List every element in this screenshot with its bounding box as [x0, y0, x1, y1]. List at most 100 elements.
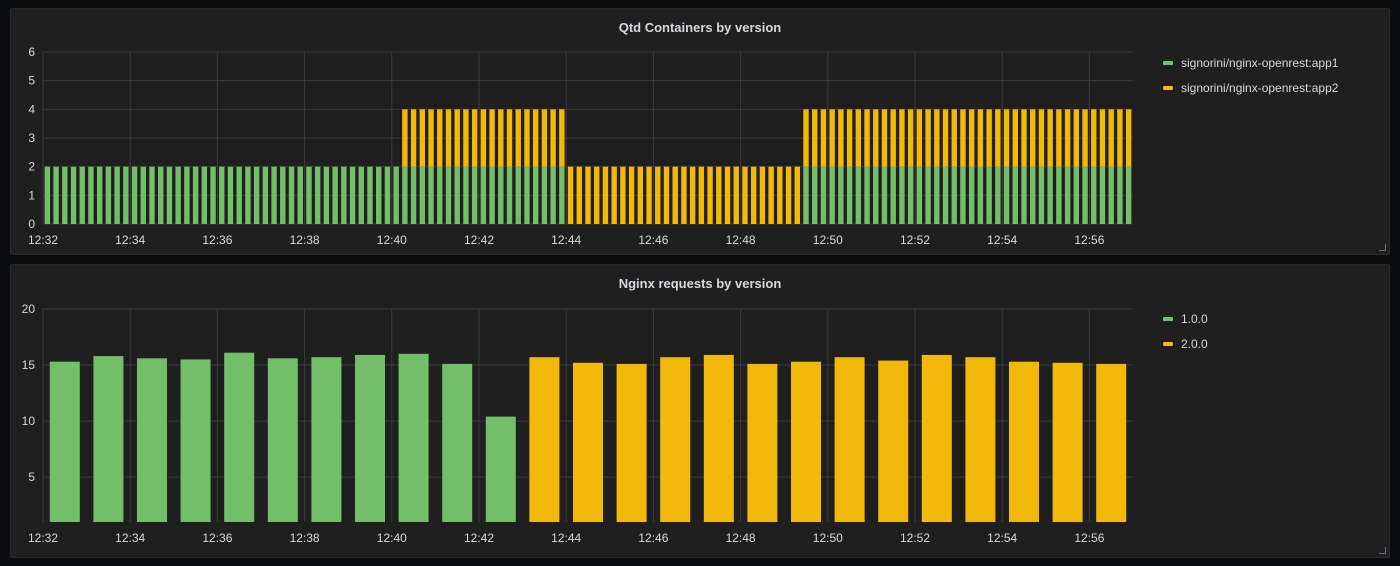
bar-app1 [227, 166, 234, 224]
bar-app1 [149, 166, 155, 224]
bar-app2 [951, 109, 957, 167]
bar-app2 [437, 109, 443, 167]
panel-title[interactable]: Nginx requests by version [618, 276, 782, 291]
bar-app1 [262, 166, 269, 224]
x-tick-label: 12:42 [464, 531, 494, 545]
bar-app2 [873, 109, 879, 167]
bar-app1 [1082, 166, 1088, 224]
bar-app2 [471, 109, 478, 167]
bar-app1 [829, 166, 835, 224]
bar-app2 [532, 109, 539, 167]
bar-app1 [166, 166, 173, 224]
bar-1.0.0 [180, 359, 211, 522]
bar-app2 [995, 109, 1001, 167]
bar-app1 [1038, 166, 1045, 224]
bar-2.0.0 [573, 362, 603, 522]
bar-app1 [812, 166, 818, 224]
bar-app1 [1021, 166, 1027, 224]
bar-app2 [1056, 109, 1062, 167]
bar-app1 [79, 166, 85, 224]
legend-item-v2[interactable]: 2.0.0 [1163, 336, 1208, 352]
bar-app2 [576, 166, 582, 224]
bar-app2 [1012, 109, 1018, 167]
bar-app2 [602, 166, 609, 224]
x-tick-label: 12:34 [115, 531, 145, 545]
bar-app1 [70, 166, 77, 224]
x-tick-label: 12:40 [377, 531, 407, 545]
bar-app1 [803, 166, 809, 224]
bar-app1 [192, 166, 199, 224]
bar-app1 [532, 166, 539, 224]
resize-handle-icon[interactable] [1379, 547, 1386, 554]
bar-app1 [524, 166, 530, 224]
legend-item-app2[interactable]: signorini/nginx-openrest:app2 [1163, 80, 1338, 96]
bar-app2 [768, 166, 774, 224]
bar-2.0.0 [529, 357, 560, 522]
bar-app1 [506, 166, 513, 224]
legend-label: signorini/nginx-openrest:app2 [1181, 81, 1339, 95]
bar-app1 [358, 166, 364, 224]
x-tick-label: 12:32 [28, 531, 58, 545]
bar-app2 [1003, 109, 1010, 167]
y-tick-label: 15 [22, 358, 36, 372]
bar-app2 [934, 109, 940, 167]
x-tick-label: 12:52 [900, 531, 930, 545]
x-tick-label: 12:44 [551, 531, 581, 545]
bar-app1 [960, 166, 966, 224]
bar-app2 [655, 166, 661, 224]
bar-app2 [628, 166, 635, 224]
series-color-swatch [1163, 61, 1173, 65]
bar-app2 [820, 109, 827, 167]
bar-app2 [1038, 109, 1045, 167]
bar-app1 [384, 166, 391, 224]
bar-1.0.0 [442, 363, 473, 522]
bar-app2 [1064, 109, 1071, 167]
bar-app1 [428, 166, 434, 224]
x-tick-label: 12:38 [290, 531, 320, 545]
bar-app2 [498, 109, 504, 167]
bar-app1 [890, 166, 896, 224]
bar-app1 [838, 166, 844, 224]
bar-app2 [855, 109, 862, 167]
bar-2.0.0 [921, 354, 952, 522]
bar-app1 [367, 166, 373, 224]
bar-app1 [995, 166, 1001, 224]
bar-app1 [332, 166, 338, 224]
bar-app1 [1091, 166, 1097, 224]
legend-label: 1.0.0 [1181, 312, 1208, 326]
x-tick-label: 12:48 [726, 233, 756, 247]
legend-item-app1[interactable]: signorini/nginx-openrest:app1 [1163, 55, 1338, 71]
bar-app2 [707, 166, 713, 224]
bar-app1 [1073, 166, 1080, 224]
bar-app2 [489, 109, 495, 167]
bar-app2 [785, 166, 792, 224]
bar-app1 [306, 166, 312, 224]
bar-app1 [410, 166, 417, 224]
legend: 1.0.0 2.0.0 [1163, 311, 1208, 361]
bar-app2 [698, 166, 705, 224]
bar-app2 [925, 109, 931, 167]
resize-handle-icon[interactable] [1379, 244, 1386, 251]
bar-app2 [567, 166, 574, 224]
bar-app1 [210, 166, 216, 224]
x-tick-label: 12:54 [987, 531, 1017, 545]
bar-app2 [611, 166, 617, 224]
bar-app1 [201, 166, 208, 224]
x-tick-label: 12:46 [638, 531, 668, 545]
legend-item-v1[interactable]: 1.0.0 [1163, 311, 1208, 327]
bar-app2 [1021, 109, 1027, 167]
bar-app1 [62, 166, 68, 224]
bar-app2 [1091, 109, 1097, 167]
bar-app2 [524, 109, 530, 167]
bar-app2 [454, 109, 460, 167]
bar-app1 [820, 166, 827, 224]
bar-1.0.0 [224, 352, 255, 522]
bar-2.0.0 [747, 363, 778, 522]
bar-app2 [637, 166, 644, 224]
bar-app1 [925, 166, 931, 224]
bar-app1 [977, 166, 984, 224]
panel-title[interactable]: Qtd Containers by version [618, 20, 782, 35]
bar-app2 [742, 166, 748, 224]
bar-app2 [646, 166, 652, 224]
bar-app1 [1117, 166, 1123, 224]
